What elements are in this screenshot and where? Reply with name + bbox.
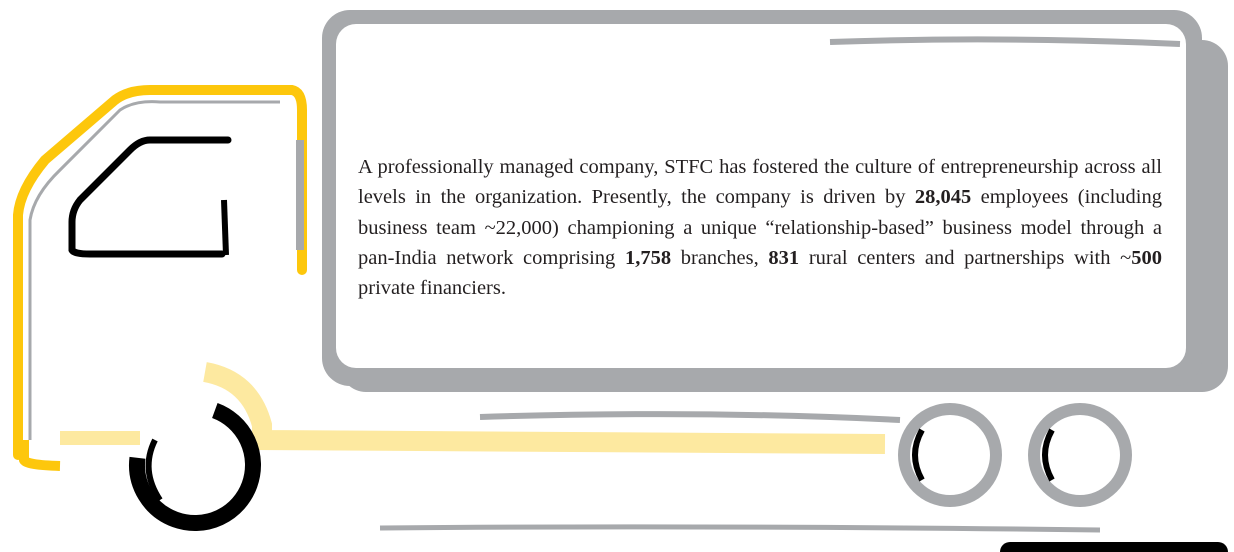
body-streak — [829, 36, 1181, 47]
body-streak — [479, 411, 901, 423]
chassis — [202, 362, 886, 454]
highlight-number: 1,758 — [624, 246, 672, 269]
window-edge — [221, 199, 229, 256]
text-run: A professionally managed company, STFC h… — [358, 156, 1162, 209]
rear-wheel-inner — [1040, 415, 1120, 495]
rear-wheel-inner — [910, 415, 990, 495]
front-wheel — [129, 399, 261, 531]
window — [68, 136, 232, 258]
rear-hub — [1042, 428, 1055, 482]
body-panel — [336, 24, 1186, 368]
road-bar — [1000, 542, 1228, 552]
highlight-number: 28,045 — [914, 186, 972, 209]
text-run: private financiers. — [358, 277, 506, 300]
highlight-number: 500 — [1131, 246, 1162, 269]
text-run: branches, — [671, 246, 769, 269]
cab-outline — [13, 85, 307, 460]
text-run: rural centers and partnerships with ~ — [799, 246, 1132, 269]
rear-hub — [912, 428, 925, 482]
cab-inner — [28, 100, 280, 440]
front-hub — [145, 438, 163, 502]
highlight-number: 831 — [768, 246, 800, 269]
cab-bumper — [19, 440, 61, 471]
description: A professionally managed company, STFC h… — [358, 152, 1162, 303]
road-line — [379, 524, 1101, 533]
text-run: employees (including business team ~22,0… — [358, 186, 1163, 269]
